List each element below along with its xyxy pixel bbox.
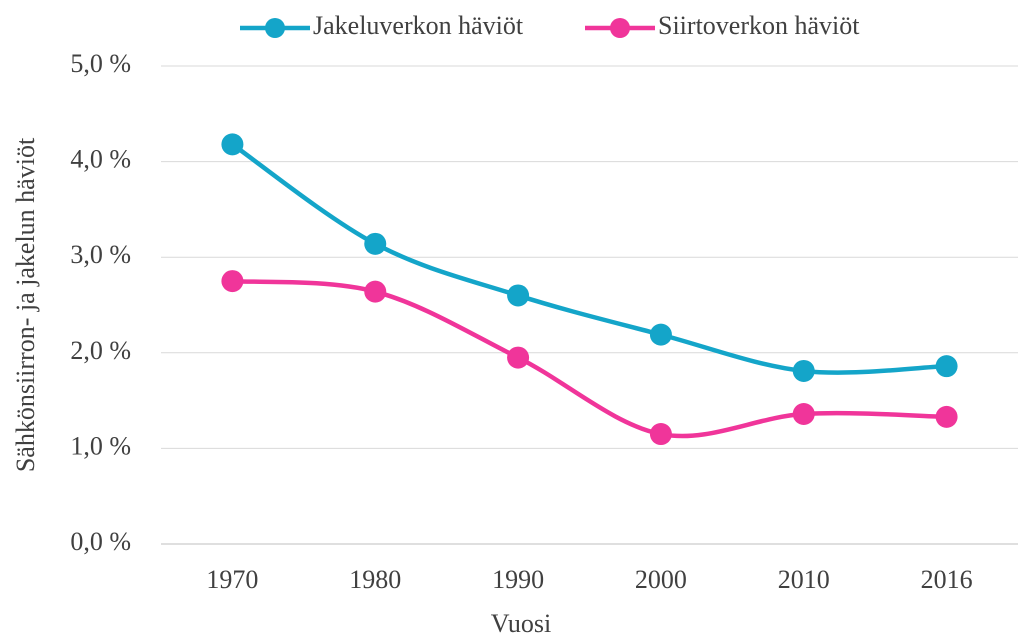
- data-point: [649, 323, 672, 346]
- series-line: [231, 142, 947, 375]
- legend-label: Jakeluverkon häviöt: [313, 11, 524, 40]
- x-tick-label: 1990: [492, 565, 544, 594]
- y-tick-label: 3,0 %: [70, 240, 131, 269]
- y-tick-label: 5,0 %: [70, 49, 131, 78]
- x-tick-label: 1970: [206, 565, 258, 594]
- legend-label: Siirtoverkon häviöt: [658, 11, 860, 40]
- legend-marker: [610, 18, 630, 38]
- x-axis-title: Vuosi: [491, 609, 552, 638]
- data-point: [364, 280, 387, 303]
- y-tick-label: 0,0 %: [70, 527, 131, 556]
- data-point: [792, 402, 815, 425]
- x-tick-label: 2000: [635, 565, 687, 594]
- x-tick-label: 1980: [349, 565, 401, 594]
- y-axis-title: Sähkönsiirron- ja jakelun häviöt: [11, 137, 40, 472]
- data-point: [649, 423, 672, 446]
- data-point: [507, 346, 530, 369]
- y-tick-label: 1,0 %: [70, 431, 131, 460]
- data-point: [792, 359, 815, 382]
- data-point: [935, 405, 958, 428]
- data-point: [507, 284, 530, 307]
- x-tick-label: 2016: [921, 565, 973, 594]
- y-tick-label: 2,0 %: [70, 336, 131, 365]
- data-point: [364, 232, 387, 255]
- data-point: [935, 355, 958, 378]
- legend-marker: [265, 18, 285, 38]
- series-line: [232, 278, 947, 439]
- y-tick-label: 4,0 %: [70, 145, 131, 174]
- data-point: [221, 133, 244, 156]
- x-tick-label: 2010: [778, 565, 830, 594]
- data-point: [221, 270, 244, 293]
